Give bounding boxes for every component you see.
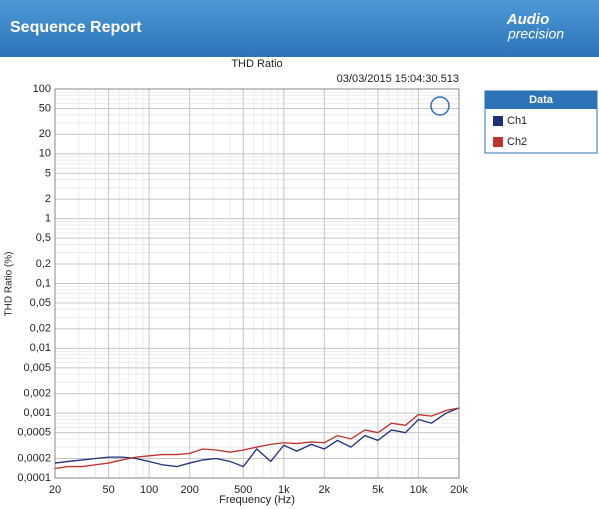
y-tick-label: 0,2 — [36, 258, 51, 270]
y-tick-label: 2 — [45, 193, 51, 205]
y-tick-label: 0,0005 — [17, 427, 51, 439]
x-tick-label: 1k — [278, 484, 290, 496]
x-tick-label: 20 — [49, 484, 61, 496]
y-tick-label: 0,05 — [30, 297, 51, 309]
legend-swatch — [493, 137, 503, 147]
y-tick-label: 50 — [39, 102, 51, 114]
y-tick-label: 0,001 — [23, 407, 51, 419]
y-axis-label: THD Ratio (%) — [4, 251, 15, 316]
legend-title: Data — [529, 94, 554, 106]
x-tick-label: 2k — [319, 484, 331, 496]
x-tick-label: 10k — [410, 484, 428, 496]
x-tick-label: 100 — [140, 484, 158, 496]
y-tick-label: 5 — [45, 167, 51, 179]
legend-label: Ch2 — [507, 136, 527, 148]
chart-subtitle: 03/03/2015 15:04:30.513 — [337, 73, 459, 85]
legend-swatch — [493, 116, 503, 126]
header-bar — [0, 0, 599, 57]
y-tick-label: 0,1 — [36, 277, 51, 289]
logo-text: Audio — [506, 11, 550, 28]
plot — [54, 88, 460, 479]
header-title: Sequence Report — [10, 19, 142, 36]
x-axis-label: Frequency (Hz) — [219, 494, 295, 506]
legend-header — [485, 91, 597, 109]
y-tick-label: 0,002 — [23, 388, 51, 400]
y-tick-label: 1 — [45, 213, 51, 225]
y-tick-label: 0,01 — [30, 342, 51, 354]
legend-label: Ch1 — [507, 115, 527, 127]
ap-logo — [430, 96, 450, 116]
series-line — [54, 407, 460, 470]
y-tick-label: 10 — [39, 148, 51, 160]
plot-frame — [54, 88, 460, 479]
x-tick-label: 500 — [234, 484, 252, 496]
y-tick-label: 0,005 — [23, 362, 51, 374]
y-tick-label: 0,02 — [30, 323, 51, 335]
y-tick-label: 0,0002 — [17, 452, 51, 464]
x-tick-label: 5k — [372, 484, 384, 496]
y-tick-label: 100 — [33, 83, 51, 95]
y-tick-label: 20 — [39, 128, 51, 140]
series-line — [54, 407, 460, 468]
x-tick-label: 200 — [180, 484, 198, 496]
x-tick-label: 50 — [102, 484, 114, 496]
chart-title: THD Ratio — [231, 58, 282, 70]
y-tick-label: 0,0001 — [17, 472, 51, 484]
y-tick-label: 0,5 — [36, 232, 51, 244]
logo-text: precision — [507, 26, 564, 42]
x-tick-label: 20k — [450, 484, 468, 496]
